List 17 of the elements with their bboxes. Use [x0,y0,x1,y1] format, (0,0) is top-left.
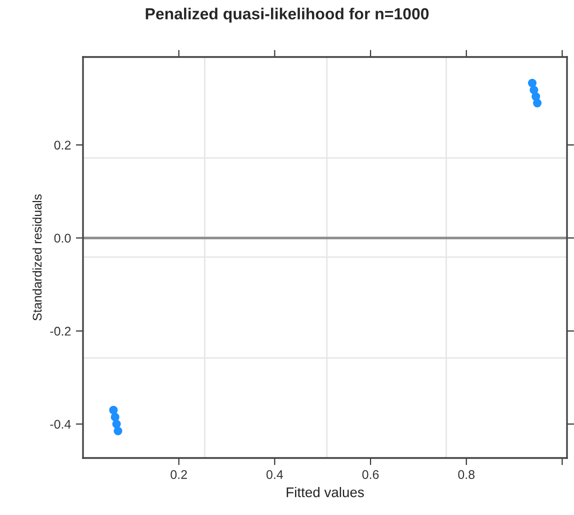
y-axis-title: Standardized residuals [32,194,42,321]
point [109,406,118,414]
x-tick-label: 0.8 [458,470,475,479]
point [112,420,121,428]
x-axis-title: Fitted values [286,487,364,498]
y-tick-label: 0.0 [54,234,71,243]
point [528,78,537,88]
chart-title: Penalized quasi-likelihood for n=1000 [146,8,429,23]
y-tick-label: 0.2 [54,140,71,150]
point [533,98,542,108]
y-tick-label: -0.4 [50,420,71,429]
x-tick-label: 0.6 [362,470,379,479]
point [114,426,122,436]
x-tick-label: 0.2 [170,470,187,479]
y-tick-label: -0.2 [50,326,71,336]
point [110,412,120,422]
x-tick-label: 0.4 [266,470,284,479]
